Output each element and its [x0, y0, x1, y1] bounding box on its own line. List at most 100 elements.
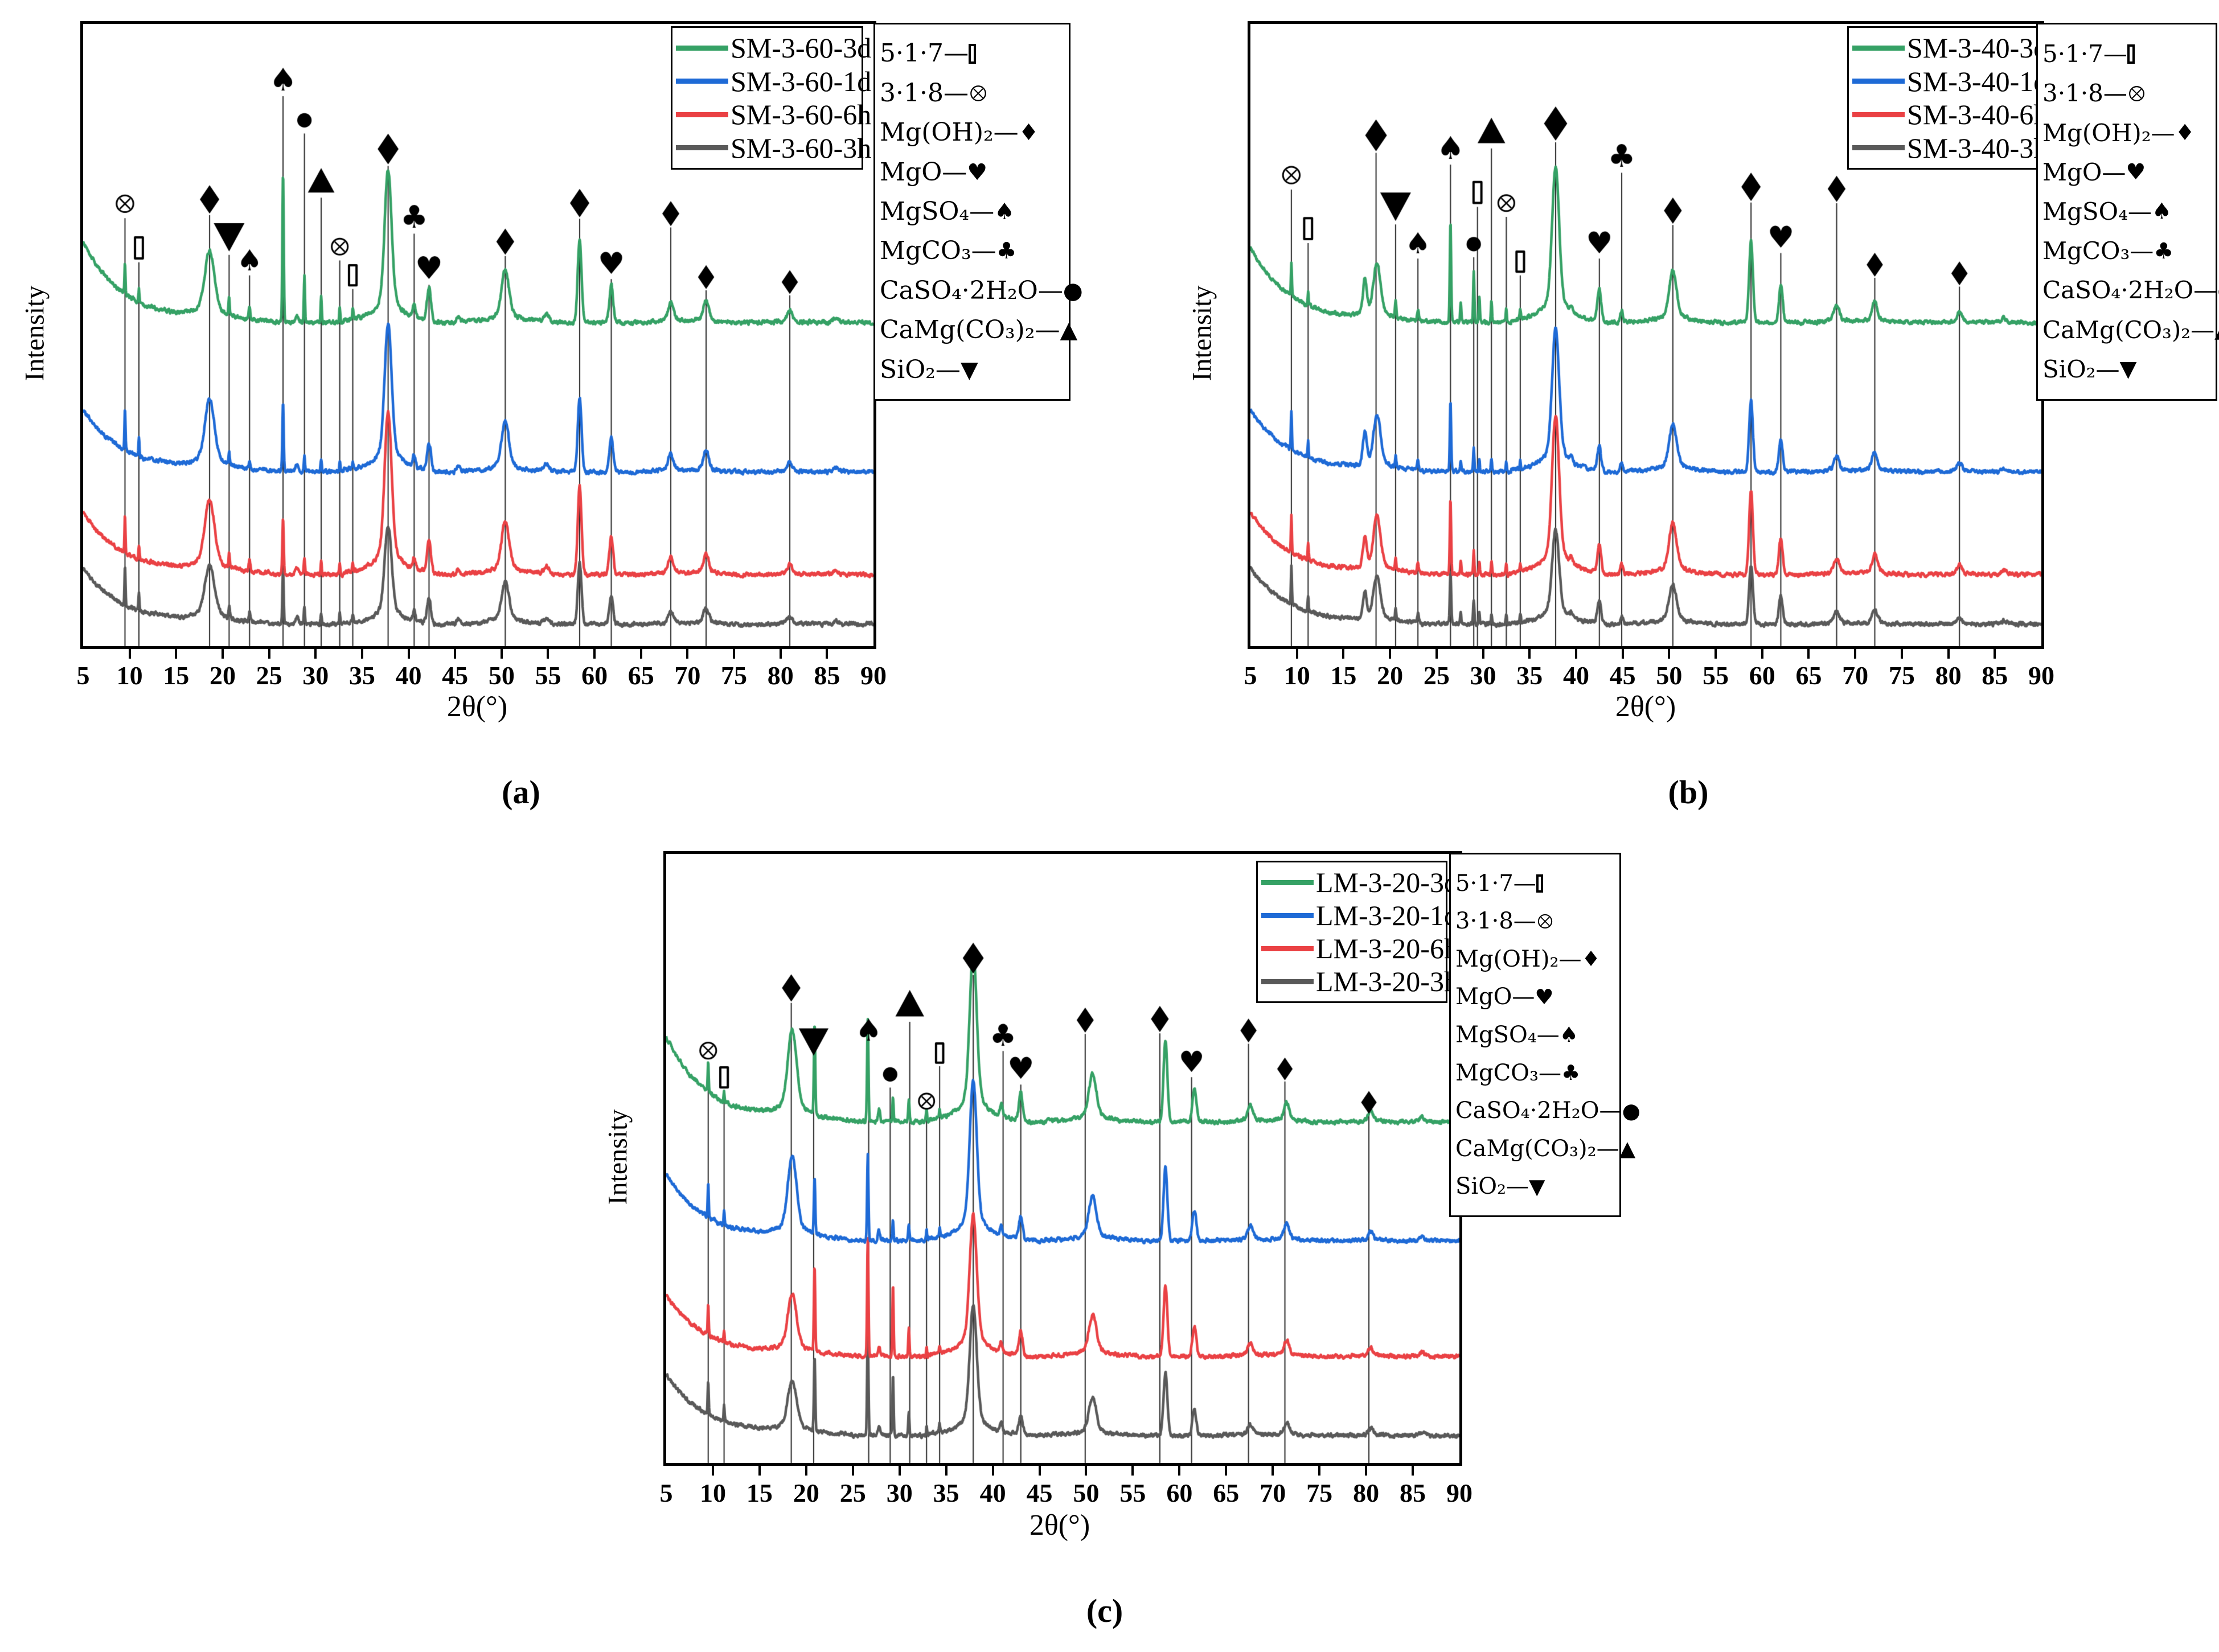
series-legend-label: SM-3-60-3h — [731, 131, 872, 164]
x-tick-label: 80 — [1353, 1478, 1380, 1507]
phase-legend-item: 5·1·7— — [1455, 872, 1615, 895]
tri-down-icon: ▼ — [960, 356, 978, 383]
club-icon: ♣ — [996, 238, 1017, 265]
phase-legend-item: 3·1·8— — [2042, 81, 2211, 105]
phase-legend-item: MgO— ♥ — [2042, 158, 2211, 186]
heart-icon: ♥ — [2126, 159, 2146, 186]
x-tick-label: 65 — [1795, 661, 1822, 690]
x-axis-label-c: 2θ(°) — [1029, 1509, 1090, 1542]
phase-legend-item: SiO₂— ▼ — [1455, 1175, 1615, 1198]
series-legend-item: SM-3-60-3h — [676, 134, 871, 162]
series-color-line-icon — [1261, 913, 1314, 918]
series-legend-c: LM-3-20-3d LM-3-20-1d LM-3-20-6h LM-3-20-3h — [1256, 861, 1458, 1003]
x-tick-label: 65 — [1213, 1478, 1240, 1507]
x-tick — [805, 1463, 807, 1476]
x-tick-label: 75 — [1888, 661, 1915, 690]
series-legend-item: SM-3-60-1d — [676, 67, 871, 96]
phase-legend-item: MgO— ♥ — [1455, 985, 1615, 1008]
x-tick — [454, 646, 457, 659]
x-tick — [826, 646, 828, 659]
x-axis-label-b: 2θ(°) — [1615, 691, 1676, 723]
rect-open-icon — [968, 43, 976, 64]
xrd-plot-canvas-c — [666, 854, 1459, 1463]
series-legend-label: SM-3-40-3d — [1907, 32, 2048, 64]
x-tick — [686, 646, 689, 659]
phase-formula: SiO₂— — [1455, 1173, 1529, 1200]
x-tick — [711, 1463, 714, 1476]
x-tick-label: 60 — [581, 661, 608, 690]
phase-legend-item: CaSO₄·2H₂O—● — [2042, 278, 2219, 302]
x-tick — [1715, 646, 1717, 659]
x-tick — [1947, 646, 1950, 659]
x-tick — [128, 646, 131, 659]
x-tick-label: 35 — [348, 661, 375, 690]
x-tick-label: 40 — [979, 1478, 1006, 1507]
x-tick — [547, 646, 549, 659]
x-tick-label: 55 — [535, 661, 561, 690]
x-tick-label: 15 — [163, 661, 190, 690]
phase-legend-item: Mg(OH)₂— ♦ — [2042, 121, 2211, 145]
phase-formula: MgCO₃— — [880, 236, 996, 266]
phase-legend-item: MgCO₃— ♣ — [880, 239, 1064, 264]
phase-formula: MgCO₃— — [2042, 237, 2154, 265]
series-legend-item: SM-3-60-3d — [676, 34, 871, 62]
series-legend-label: SM-3-40-3h — [1907, 131, 2048, 164]
x-tick-label: 75 — [1306, 1478, 1333, 1507]
x-tick-label: 70 — [1842, 661, 1869, 690]
phase-legend-item: Mg(OH)₂— ♦ — [880, 120, 1064, 145]
x-tick-label: 50 — [1656, 661, 1683, 690]
phase-legend-item: CaMg(CO₃)₂—▲ — [1455, 1137, 1635, 1160]
xrd-plot-canvas-a — [83, 24, 873, 646]
series-legend-item: SM-3-40-3h — [1852, 134, 2048, 162]
x-tick — [1178, 1463, 1181, 1476]
phase-formula: MgO— — [880, 157, 967, 187]
diamond-icon: ♦ — [1581, 947, 1601, 972]
x-tick — [593, 646, 596, 659]
x-tick — [1318, 1463, 1321, 1476]
x-tick — [1761, 646, 1763, 659]
x-tick — [1412, 1463, 1414, 1476]
x-tick-label: 5 — [1244, 661, 1257, 690]
phase-formula: 5·1·7— — [2042, 40, 2127, 68]
circle-icon: ● — [1063, 277, 1083, 304]
xrd-plot-canvas-b — [1250, 24, 2041, 646]
diamond-icon: ♦ — [2175, 120, 2195, 146]
x-tick — [1271, 1463, 1274, 1476]
x-tick-label: 55 — [1703, 661, 1729, 690]
x-tick-label: 30 — [302, 661, 329, 690]
series-legend-item: LM-3-20-1d — [1261, 901, 1458, 930]
circle-x-icon — [2127, 84, 2146, 103]
x-tick-label: 40 — [395, 661, 422, 690]
phase-legend-item: 3·1·8— — [1455, 910, 1615, 932]
phase-formula: 5·1·7— — [1455, 870, 1536, 897]
x-tick-label: 35 — [933, 1478, 959, 1507]
x-tick — [945, 1463, 948, 1476]
series-legend-item: LM-3-20-3h — [1261, 967, 1458, 996]
phase-legend-item: 3·1·8— — [880, 80, 1064, 106]
x-tick-label: 10 — [1283, 661, 1310, 690]
series-color-line-icon — [1261, 880, 1314, 885]
x-tick — [1900, 646, 1903, 659]
phase-formula: MgO— — [2042, 158, 2126, 186]
series-legend-item: SM-3-40-3d — [1852, 34, 2048, 62]
tri-down-icon: ▼ — [1529, 1174, 1545, 1199]
x-tick-label: 20 — [209, 661, 236, 690]
plot-frame-b — [1248, 21, 2044, 649]
phase-formula: CaMg(CO₃)₂— — [880, 315, 1060, 345]
phase-formula: SiO₂— — [2042, 355, 2120, 383]
x-tick — [221, 646, 224, 659]
series-color-line-icon — [676, 145, 728, 151]
phase-legend-item: CaMg(CO₃)₂—▲ — [880, 315, 1077, 345]
x-tick-label: 35 — [1516, 661, 1543, 690]
x-tick-label: 60 — [1166, 1478, 1193, 1507]
x-tick-label: 55 — [1119, 1478, 1146, 1507]
x-tick-label: 30 — [886, 1478, 913, 1507]
x-tick-label: 90 — [2028, 661, 2054, 690]
phase-formula: Mg(OH)₂— — [2042, 118, 2175, 147]
series-legend-label: SM-3-60-3d — [731, 32, 872, 64]
plot-frame-c — [663, 851, 1462, 1466]
phase-legend-item: CaSO₄·2H₂O—● — [1455, 1099, 1640, 1122]
x-tick-label: 90 — [860, 661, 887, 690]
